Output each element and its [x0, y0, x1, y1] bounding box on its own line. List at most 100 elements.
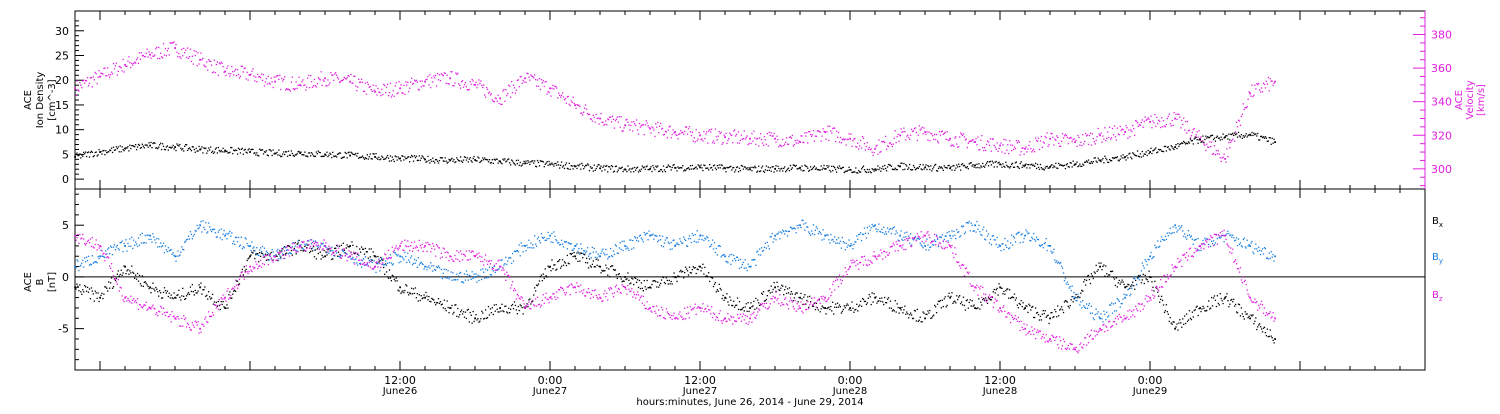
velocity-point: [181, 49, 182, 50]
bx-point: [910, 312, 911, 313]
density-point: [740, 170, 741, 171]
bx-point: [521, 305, 522, 306]
by-point: [505, 257, 506, 258]
by-point: [355, 258, 356, 259]
bx-point: [756, 307, 757, 308]
density-point: [1165, 146, 1166, 147]
bx-point: [922, 311, 923, 312]
bx-point: [360, 252, 361, 253]
density-point: [529, 164, 530, 165]
bx-point: [1082, 290, 1083, 291]
velocity-point: [164, 54, 165, 55]
bx-point: [190, 286, 191, 287]
bx-point: [1272, 337, 1273, 338]
by-point: [786, 231, 787, 232]
velocity-point: [310, 75, 311, 76]
bx-point: [1003, 291, 1004, 292]
density-point: [565, 164, 566, 165]
bx-point: [1203, 307, 1204, 308]
density-point: [837, 167, 838, 168]
velocity-point: [781, 146, 782, 147]
velocity-point: [182, 55, 183, 56]
bx-point: [1153, 290, 1154, 291]
density-point: [442, 157, 443, 158]
bx-point: [793, 300, 794, 301]
density-point: [385, 158, 386, 159]
density-point: [809, 170, 810, 171]
density-point: [864, 169, 865, 170]
velocity-point: [424, 81, 426, 83]
velocity-point: [667, 137, 668, 138]
velocity-point: [1220, 157, 1221, 158]
velocity-point: [1052, 137, 1053, 138]
velocity-point: [365, 83, 366, 84]
bx-point: [560, 267, 561, 268]
density-point: [392, 157, 393, 158]
bx-point: [589, 258, 590, 259]
velocity-point: [1067, 137, 1068, 138]
velocity-point: [340, 81, 341, 82]
by-point: [356, 262, 357, 263]
velocity-point: [1174, 118, 1176, 120]
bx-point: [420, 300, 421, 301]
velocity-point: [937, 141, 938, 142]
density-point: [1121, 155, 1122, 156]
density-point: [665, 171, 666, 172]
velocity-point: [574, 104, 576, 106]
density-point: [215, 149, 216, 150]
velocity-point: [729, 133, 730, 134]
density-point: [796, 165, 797, 166]
bx-point: [122, 272, 123, 273]
density-point: [1010, 166, 1011, 167]
velocity-point: [488, 93, 489, 94]
bx-point: [716, 291, 717, 292]
bx-point: [425, 292, 426, 293]
bx-point: [170, 297, 171, 298]
velocity-point: [247, 72, 248, 73]
velocity-point: [1131, 131, 1132, 132]
velocity-point: [268, 76, 269, 77]
density-point: [1212, 135, 1213, 136]
velocity-point: [1083, 143, 1084, 144]
bx-point: [322, 257, 323, 258]
density-point: [86, 156, 87, 157]
bx-point: [384, 274, 385, 275]
density-point: [158, 146, 159, 147]
bx-point: [1113, 277, 1114, 278]
right-y-tick-label: 340: [1431, 96, 1452, 109]
left-y-tick-label: 10: [55, 124, 69, 137]
velocity-point: [535, 79, 536, 80]
bx-point: [1231, 299, 1232, 300]
bx-point: [845, 307, 846, 308]
density-point: [298, 151, 299, 152]
velocity-point: [409, 88, 410, 89]
bx-point: [685, 267, 686, 268]
velocity-point: [578, 104, 579, 105]
velocity-point: [1112, 128, 1113, 129]
bx-point: [950, 296, 951, 297]
density-point: [800, 169, 801, 170]
velocity-point: [1217, 153, 1218, 154]
by-point: [630, 239, 631, 240]
density-point: [147, 147, 148, 148]
left-y-tick-label: 30: [55, 25, 69, 38]
velocity-point: [822, 128, 823, 129]
bx-point: [153, 288, 154, 289]
density-point: [219, 150, 220, 151]
by-point: [306, 243, 307, 244]
bx-point: [777, 286, 778, 287]
density-point: [142, 144, 143, 145]
velocity-point: [1172, 125, 1173, 126]
density-point: [467, 157, 468, 158]
density-point: [628, 169, 629, 170]
bx-point: [993, 291, 994, 292]
velocity-point: [594, 117, 595, 118]
by-point: [207, 231, 208, 232]
density-point: [1192, 140, 1193, 141]
by-point: [585, 252, 586, 253]
by-point: [846, 243, 847, 244]
velocity-point: [927, 139, 928, 140]
velocity-point: [811, 136, 812, 137]
bx-point: [343, 243, 344, 244]
